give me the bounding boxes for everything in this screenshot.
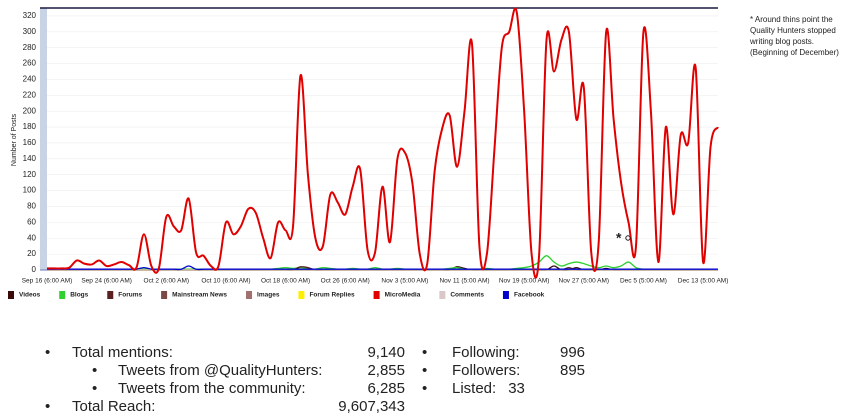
y-tick-label: 80	[27, 202, 36, 211]
y-tick-label: 0	[32, 265, 37, 274]
y-tick-label: 300	[23, 27, 37, 36]
summary-value: 6,285	[367, 380, 405, 397]
y-tick-label: 240	[23, 75, 37, 84]
legend-label: Mainstream News	[172, 292, 227, 299]
summary-value: 996	[560, 344, 585, 361]
summary-value: 895	[560, 362, 585, 379]
legend-swatch	[161, 291, 168, 299]
legend-label: Comments	[450, 292, 484, 299]
bullet: •	[45, 344, 50, 361]
y-axis-label: Number of Posts	[11, 113, 18, 166]
y-tick-label: 100	[23, 186, 37, 195]
annotation-marker: *	[616, 230, 622, 246]
y-tick-label: 220	[23, 90, 37, 99]
axis-strip	[40, 8, 47, 270]
bullet: •	[422, 380, 427, 397]
series-line	[47, 7, 719, 279]
x-tick-label: Nov 3 (5:00 AM)	[381, 278, 428, 285]
summary-label: Tweets from the community:	[118, 380, 306, 397]
x-tick-label: Nov 11 (5:00 AM)	[439, 278, 489, 285]
bullet: •	[422, 362, 427, 379]
summary-label: Followers:	[452, 362, 520, 379]
x-tick-label: Nov 27 (5:00 AM)	[559, 278, 610, 285]
bullet: •	[92, 380, 97, 397]
y-tick-label: 180	[23, 122, 37, 131]
annotation: writing blog posts.	[749, 37, 814, 46]
summary-value: 33	[508, 380, 525, 397]
x-tick-label: Oct 18 (6:00 AM)	[261, 278, 310, 285]
summary-label: Following:	[452, 344, 520, 361]
bullet: •	[45, 398, 50, 415]
series-line	[46, 255, 718, 271]
legend-label: Forum Replies	[309, 292, 355, 299]
bullet: •	[92, 362, 97, 379]
legend-label: Blogs	[70, 292, 88, 299]
y-tick-label: 260	[23, 59, 37, 68]
y-tick-label: 120	[23, 170, 37, 179]
y-tick-label: 60	[27, 217, 36, 226]
y-tick-label: 200	[23, 106, 37, 115]
summary-value: 9,140	[367, 344, 405, 361]
summary-label: Tweets from @QualityHunters:	[118, 362, 322, 379]
y-tick-label: 160	[23, 138, 37, 147]
legend-swatch	[502, 291, 509, 299]
legend-swatch	[59, 291, 66, 299]
legend-swatch	[373, 291, 380, 299]
x-tick-label: Nov 19 (5:00 AM)	[499, 278, 550, 285]
y-tick-label: 20	[27, 249, 36, 258]
legend-label: MicroMedia	[385, 292, 421, 299]
bullet: •	[422, 344, 427, 361]
x-tick-label: Dec 13 (5:00 AM)	[678, 278, 729, 285]
legend-swatch	[246, 291, 253, 299]
legend-swatch	[107, 291, 114, 299]
annotation: * Around thins point the	[750, 15, 833, 24]
summary-value: 2,855	[367, 362, 405, 379]
legend-label: Facebook	[514, 292, 545, 299]
y-tick-label: 320	[23, 11, 37, 20]
x-tick-label: Oct 2 (6:00 AM)	[144, 278, 190, 285]
y-tick-label: 280	[23, 43, 37, 52]
legend-swatch	[298, 291, 305, 299]
x-tick-label: Sep 24 (6:00 AM)	[81, 278, 132, 285]
x-tick-label: Sep 16 (6:00 AM)	[22, 278, 73, 285]
legend-swatch	[439, 291, 446, 299]
legend-swatch	[8, 291, 14, 299]
legend-label: Videos	[19, 292, 41, 299]
annotation: (Beginning of December)	[750, 48, 839, 57]
summary-value: 9,607,343	[338, 398, 405, 415]
annotation-point	[625, 235, 631, 241]
x-tick-label: Dec 5 (5:00 AM)	[620, 278, 667, 285]
legend-label: Forums	[118, 292, 142, 299]
summary-label: Listed:	[452, 380, 496, 397]
x-tick-label: Oct 26 (6:00 AM)	[321, 278, 370, 285]
x-tick-label: Oct 10 (6:00 AM)	[201, 278, 250, 285]
y-tick-label: 140	[23, 154, 37, 163]
annotation: Quality Hunters stopped	[750, 26, 836, 35]
legend-label: Images	[257, 292, 280, 299]
summary-label: Total Reach:	[72, 398, 155, 415]
y-tick-label: 40	[27, 233, 36, 242]
summary-label: Total mentions:	[72, 344, 173, 361]
